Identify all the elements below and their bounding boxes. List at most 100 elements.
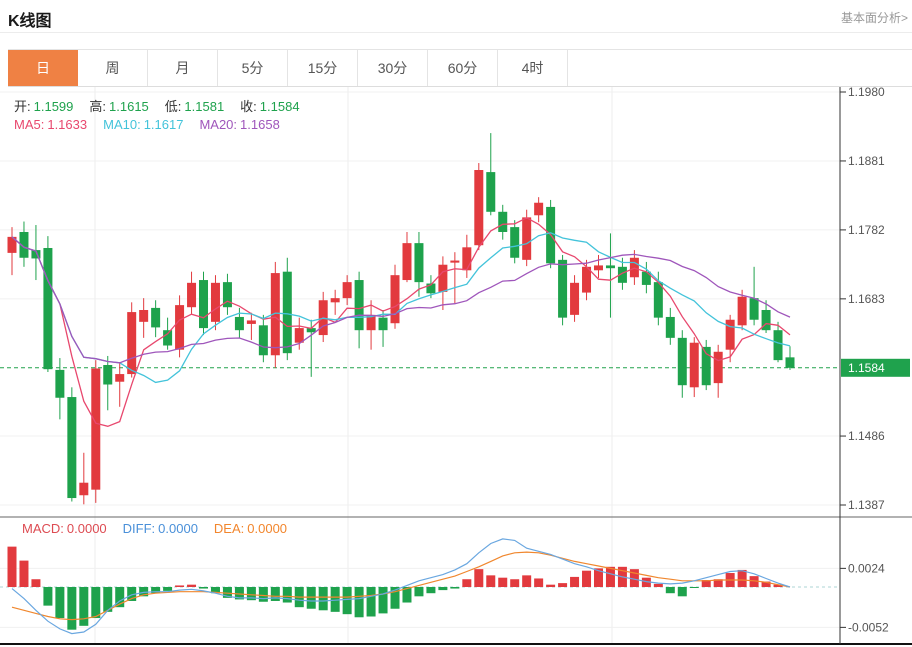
- price-tick-label: 1.1881: [848, 154, 885, 168]
- macd-bar: [701, 580, 711, 587]
- macd-bar: [761, 581, 771, 587]
- tab-period-7[interactable]: 4时: [498, 50, 568, 86]
- candle-body: [67, 397, 77, 499]
- legend-ohlc-value-0: 1.1599: [33, 99, 74, 114]
- macd-bar: [342, 587, 352, 615]
- candle-body: [402, 243, 412, 281]
- candle-body: [330, 298, 340, 303]
- candle-body: [175, 305, 185, 350]
- candle-body: [127, 312, 137, 375]
- candle-body: [474, 170, 484, 246]
- fundamental-analysis-link[interactable]: 基本面分析>: [840, 11, 908, 25]
- candle-body: [701, 346, 711, 386]
- ohlc-legend: 开: 1.1599 高: 1.1615 低: 1.1581 收: 1.1584: [14, 96, 316, 115]
- macd-bar: [67, 587, 77, 630]
- legend-ohlc-label-3: 收:: [240, 99, 257, 114]
- candle-body: [151, 307, 161, 328]
- price-tick-label: 1.1387: [848, 498, 885, 512]
- candle-body: [234, 316, 244, 331]
- ma10-line: [11, 232, 791, 384]
- macd-bar: [258, 587, 268, 602]
- tab-period-1[interactable]: 周: [78, 50, 148, 86]
- macd-bar: [582, 570, 592, 587]
- macd-bar: [330, 587, 340, 612]
- macd-bar: [210, 587, 220, 594]
- candle-body: [450, 260, 460, 263]
- macd-bar: [641, 577, 651, 587]
- candle-body: [785, 357, 795, 368]
- macd-bar: [558, 583, 568, 587]
- macd-bar: [366, 587, 376, 617]
- candle-body: [534, 202, 544, 216]
- tab-period-3[interactable]: 5分: [218, 50, 288, 86]
- candle-body: [91, 368, 101, 490]
- macd-bar: [115, 587, 125, 608]
- page-title: K线图: [8, 13, 52, 30]
- candle-body: [438, 264, 448, 292]
- tab-period-4[interactable]: 15分: [288, 50, 358, 86]
- macd-bar: [378, 587, 388, 614]
- candle-body: [55, 369, 65, 398]
- macd-bar: [55, 587, 65, 619]
- macd-bar: [593, 568, 603, 587]
- macd-bar: [414, 587, 424, 597]
- candle-body: [31, 250, 41, 259]
- macd-bar: [306, 587, 316, 609]
- candle-body: [222, 282, 232, 308]
- candle-body: [665, 316, 675, 338]
- candle-body: [390, 275, 400, 324]
- diff-line: [11, 538, 791, 635]
- macd-bar: [629, 569, 639, 587]
- legend-macd-label-0: MACD:: [22, 521, 64, 536]
- macd-bar: [498, 577, 508, 587]
- candle-body: [486, 172, 496, 212]
- macd-bar: [151, 587, 161, 594]
- legend-ohlc-label-2: 低:: [164, 99, 182, 114]
- tab-period-0[interactable]: 日: [8, 50, 78, 86]
- candle-body: [19, 231, 29, 258]
- macd-bar: [199, 587, 209, 589]
- legend-ma-label-2: MA20:: [199, 117, 238, 132]
- macd-bar: [43, 587, 53, 606]
- candle-body: [378, 317, 388, 331]
- candle-body: [354, 280, 364, 331]
- legend-ma-label-1: MA10:: [103, 117, 141, 132]
- macd-bar: [19, 560, 29, 587]
- tab-period-6[interactable]: 60分: [428, 50, 498, 86]
- macd-bar: [570, 576, 580, 587]
- legend-ma-label-0: MA5:: [14, 117, 45, 132]
- macd-bar: [689, 587, 699, 588]
- legend-ma-value-2: 1.1658: [240, 117, 280, 132]
- tab-period-5[interactable]: 30分: [358, 50, 428, 86]
- candle-body: [270, 273, 280, 356]
- candle-body: [366, 314, 376, 331]
- tab-period-2[interactable]: 月: [148, 50, 218, 86]
- macd-bar: [749, 576, 759, 587]
- price-tick-label: 1.1782: [848, 223, 885, 237]
- candle-body: [462, 247, 472, 271]
- legend-macd-value-2: 0.0000: [247, 521, 288, 536]
- macd-bar: [737, 569, 747, 587]
- candle-body: [103, 365, 113, 385]
- last-price-tag-label: 1.1584: [848, 361, 885, 375]
- macd-bar: [139, 587, 149, 597]
- macd-bar: [546, 584, 556, 587]
- candle-body: [115, 374, 125, 382]
- macd-bar: [522, 575, 532, 587]
- macd-bar: [462, 579, 472, 587]
- legend-ohlc-label-1: 高:: [89, 99, 107, 114]
- macd-bar: [450, 587, 460, 589]
- price-tick-label: 1.1486: [848, 429, 885, 443]
- candle-body: [258, 325, 268, 356]
- ma20-line: [11, 236, 791, 364]
- candle-body: [7, 236, 17, 253]
- legend-ohlc-value-3: 1.1584: [259, 99, 300, 114]
- candle-body: [498, 211, 508, 232]
- candle-body: [522, 217, 532, 260]
- legend-macd-label-2: DEA:: [213, 521, 245, 536]
- macd-bar: [402, 587, 412, 603]
- price-tick-label: 1.1980: [848, 85, 885, 99]
- candle-body: [677, 337, 687, 386]
- candle-body: [737, 296, 747, 326]
